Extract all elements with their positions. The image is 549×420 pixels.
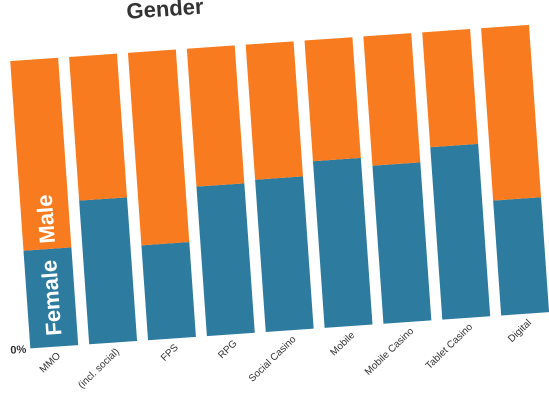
x-tick-label-6: Mobile Casino (363, 326, 417, 378)
bar-male-4 (245, 41, 303, 180)
bar-female-4 (255, 176, 314, 332)
bar-female-2 (141, 242, 196, 341)
bar-female-6 (372, 162, 432, 324)
bar-male-0 (10, 57, 72, 251)
x-tick-label-7: Tablet Casino (424, 321, 476, 371)
x-tick-label-1: (incl. social) (76, 346, 122, 391)
x-tick-label-2: FPS (159, 342, 181, 364)
x-tick-label-8: Digital (506, 318, 534, 345)
x-tick-label-0: MMO (38, 350, 63, 375)
bar-male-7 (422, 28, 479, 148)
bar-male-5 (304, 37, 361, 162)
series-label-male: Male (32, 194, 60, 245)
bar-female-0 (23, 247, 79, 349)
series-label-female: Female (36, 259, 66, 336)
x-tick-label-3: RPG (216, 338, 239, 361)
bar-male-2 (127, 49, 190, 246)
bar-male-3 (186, 45, 245, 187)
bar-female-3 (196, 183, 255, 337)
bar-female-5 (312, 157, 373, 328)
bar-female-1 (79, 197, 138, 345)
y-tick-0: 0% (10, 344, 27, 357)
bar-male-8 (481, 24, 542, 201)
bar-female-7 (430, 143, 491, 320)
bar-female-8 (493, 197, 549, 316)
x-tick-label-4: Social Casino (247, 334, 299, 385)
bar-male-6 (363, 33, 421, 166)
x-tick-label-5: Mobile (328, 330, 357, 359)
bar-male-1 (69, 53, 128, 201)
